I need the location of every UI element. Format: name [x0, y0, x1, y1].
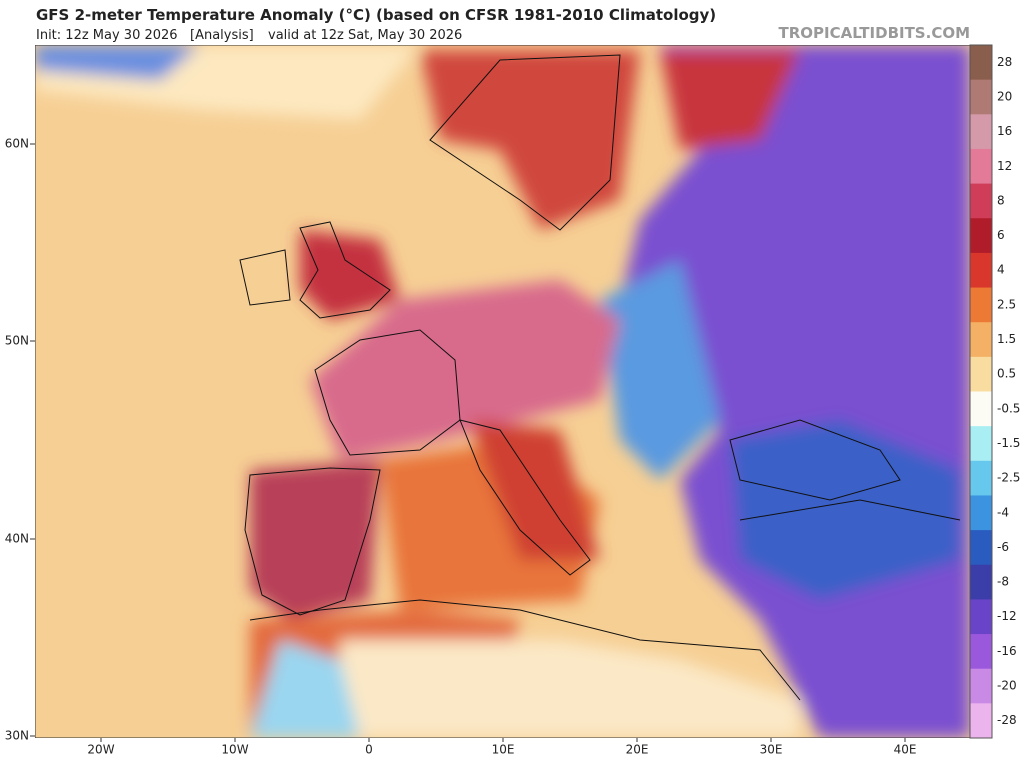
lat-label: 60N: [5, 137, 29, 151]
colorbar-swatch: [970, 45, 992, 81]
latitude-labels: 60N 50N 40N 30N: [5, 137, 35, 743]
colorbar-swatch: [970, 218, 992, 254]
colorbar-label: 28: [997, 55, 1012, 69]
watermark: TROPICALTIDBITS.COM: [779, 24, 971, 42]
colorbar-swatch: [970, 703, 992, 739]
colorbar-label: 0.5: [997, 367, 1016, 381]
init-time: Init: 12z May 30 2026: [36, 28, 178, 43]
lon-label: 20W: [87, 743, 114, 757]
colorbar-swatch: [970, 530, 992, 566]
colorbar-label: -16: [997, 644, 1017, 658]
colorbar-label: 6: [997, 228, 1005, 242]
colorbar-swatch: [970, 426, 992, 462]
longitude-labels: 20W 10W 0 10E 20E 30E 40E: [87, 738, 916, 757]
colorbar-label: 8: [997, 193, 1005, 207]
colorbar-label: -6: [997, 540, 1009, 554]
lon-label: 10E: [492, 743, 515, 757]
lon-label: 0: [365, 743, 373, 757]
colorbar-label: 4: [997, 263, 1005, 277]
colorbar-label: -1.5: [997, 436, 1020, 450]
valid-time: valid at 12z Sat, May 30 2026: [268, 28, 462, 43]
colorbar-swatch: [970, 564, 992, 600]
analysis-tag: [Analysis]: [190, 28, 254, 43]
title: GFS 2-meter Temperature Anomaly (°C) (ba…: [36, 6, 716, 24]
colorbar-label: -20: [997, 679, 1017, 693]
colorbar-swatch: [970, 79, 992, 115]
colorbar-label: -0.5: [997, 401, 1020, 415]
colorbar-label: -4: [997, 505, 1009, 519]
lon-label: 30E: [760, 743, 783, 757]
colorbar-swatch: [970, 391, 992, 427]
colorbar-swatch: [970, 114, 992, 150]
colorbar-label: 16: [997, 124, 1012, 138]
colorbar-swatch: [970, 252, 992, 289]
colorbar-swatch: [970, 668, 992, 704]
colorbar-label: 12: [997, 159, 1012, 173]
map: [35, 45, 970, 738]
colorbar-swatch: [970, 634, 992, 670]
colorbar: 28 20 16 12 8 6 4 2.5 1.5 0.5 -0.5 -1.5 -2.5 -4 -6 -8 -1…: [969, 44, 1020, 739]
colorbar-label: -2.5: [997, 471, 1020, 485]
colorbar-swatch: [970, 287, 992, 323]
colorbar-swatch: [970, 356, 992, 392]
colorbar-label: -28: [997, 713, 1017, 727]
colorbar-label: 1.5: [997, 332, 1016, 346]
lat-label: 30N: [5, 729, 29, 743]
lon-label: 40E: [894, 743, 917, 757]
colorbar-label: 2.5: [997, 297, 1016, 311]
lat-label: 40N: [5, 532, 29, 546]
lon-label: 10W: [221, 743, 248, 757]
colorbar-label: 20: [997, 89, 1012, 103]
colorbar-swatch: [970, 148, 992, 185]
colorbar-swatch: [970, 322, 992, 358]
colorbar-frame: [969, 44, 993, 739]
colorbar-swatch: [970, 599, 992, 635]
lat-label: 50N: [5, 334, 29, 348]
colorbar-swatch: [970, 495, 992, 531]
colorbar-label: -8: [997, 575, 1009, 589]
lon-label: 20E: [626, 743, 649, 757]
colorbar-swatch: [970, 183, 992, 219]
colorbar-swatch: [970, 460, 992, 496]
colorbar-label: -12: [997, 609, 1017, 623]
